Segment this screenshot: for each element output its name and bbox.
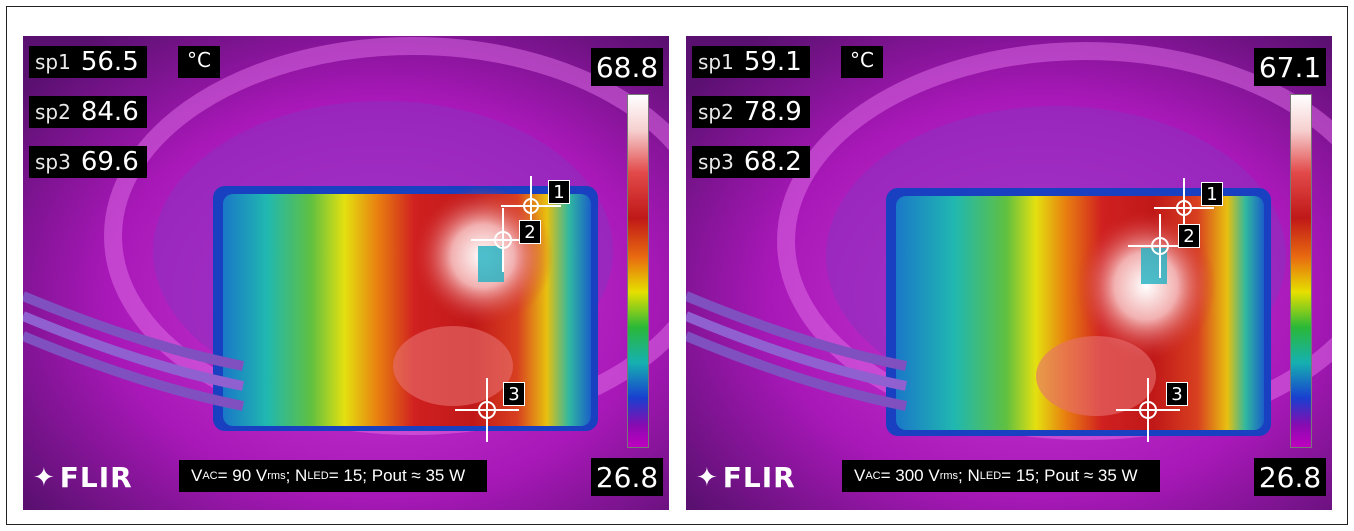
spot1-tag: 1: [1201, 182, 1223, 206]
flir-logo-icon: ✦: [696, 462, 719, 493]
spot3-tag: 3: [1166, 382, 1188, 406]
unit-label: °C: [841, 46, 883, 78]
thermal-image-right: sp1 59.1 °C sp2 78.9 sp3 68.2 67.1 26.8 …: [686, 36, 1332, 510]
spot3-readout: sp3 68.2: [692, 146, 810, 178]
spot3-tag: 3: [503, 382, 525, 406]
flir-logo-text: FLIR: [722, 461, 796, 494]
spot2-label: sp2: [35, 100, 71, 124]
scale-max-value: 68.8: [591, 48, 663, 86]
caption-ac: AC: [865, 470, 881, 482]
flir-logo: ✦ FLIR: [33, 461, 133, 494]
flir-logo: ✦ FLIR: [696, 461, 796, 494]
caption-n: ; N: [285, 466, 308, 485]
spot1-value: 56.5: [80, 47, 139, 77]
caption-led: LED: [979, 470, 1002, 482]
spot3-label: sp3: [35, 150, 71, 174]
caption-rms: rms: [267, 470, 286, 482]
spot2-value: 84.6: [80, 97, 139, 127]
spot3-readout: sp3 69.6: [29, 146, 147, 178]
thermal-scene: [686, 36, 1332, 510]
caption-v: V: [191, 466, 203, 485]
caption-rest: = 15; Pout ≈ 35 W: [328, 466, 466, 485]
caption-ac: AC: [202, 470, 218, 482]
scale-max-value: 67.1: [1254, 48, 1326, 86]
spot1-tag: 1: [548, 180, 570, 204]
temperature-scale-bar: [627, 94, 649, 448]
caption-rms: rms: [939, 470, 959, 482]
spot2-label: sp2: [698, 100, 734, 124]
spot2-readout: sp2 84.6: [29, 96, 147, 128]
spot3-label: sp3: [698, 150, 734, 174]
scale-min-value: 26.8: [1254, 458, 1326, 496]
spot1-readout: sp1 56.5: [29, 46, 147, 78]
caption-n: ; N: [958, 466, 980, 485]
spot3-crosshair-icon: [455, 378, 519, 442]
spot3-value: 69.6: [80, 147, 139, 177]
spot3-crosshair-icon: [1116, 378, 1180, 442]
spot1-readout: sp1 59.1: [692, 46, 810, 78]
spot2-readout: sp2 78.9: [692, 96, 810, 128]
spot2-crosshair-icon: [471, 208, 535, 272]
caption-voltage: = 300 V: [880, 466, 940, 485]
spot2-tag: 2: [1178, 224, 1200, 248]
caption-voltage: = 90 V: [217, 466, 268, 485]
spot1-value: 59.1: [743, 47, 802, 77]
unit-label: °C: [178, 46, 220, 78]
spot1-label: sp1: [35, 50, 71, 74]
thermal-image-left: sp1 56.5 °C sp2 84.6 sp3 69.6 68.8 26.8 …: [23, 36, 669, 510]
flir-logo-text: FLIR: [59, 461, 133, 494]
temperature-scale-bar: [1290, 94, 1312, 448]
spot3-value: 68.2: [743, 147, 802, 177]
spot1-label: sp1: [698, 50, 734, 74]
spot2-value: 78.9: [743, 97, 802, 127]
caption-led: LED: [307, 470, 329, 482]
spot2-tag: 2: [519, 220, 541, 244]
scale-min-value: 26.8: [591, 458, 663, 496]
caption-rest: = 15; Pout ≈ 35 W: [1001, 466, 1138, 485]
caption-v: V: [854, 466, 866, 485]
flir-logo-icon: ✦: [33, 462, 56, 493]
